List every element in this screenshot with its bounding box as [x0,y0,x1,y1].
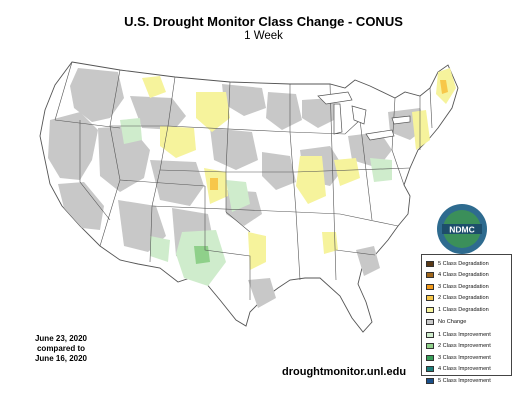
improvement-2-areas [194,246,210,264]
legend-swatch [426,366,434,373]
legend-label: 1 Class Improvement [438,331,491,338]
legend-label: 4 Class Degradation [438,272,489,279]
degradation-2-areas [210,80,448,190]
legend-label: 1 Class Degradation [438,306,489,313]
legend-label: 5 Class Degradation [438,260,489,267]
legend-label: 2 Class Improvement [438,343,491,350]
previous-date: June 16, 2020 [34,354,88,363]
legend-label: 4 Class Improvement [438,366,491,373]
legend-item: 5 Class Degradation [426,258,508,270]
legend-item: 4 Class Degradation [426,270,508,282]
legend-swatch [426,319,434,326]
ndmc-logo: NDMC [437,204,487,254]
legend-swatch [426,331,434,338]
legend-item: 1 Class Improvement [426,329,508,341]
legend-swatch [426,295,434,302]
legend-item: 2 Class Degradation [426,293,508,305]
map-title: U.S. Drought Monitor Class Change - CONU… [124,14,403,29]
legend-item: 4 Class Improvement [426,364,508,376]
legend-item: 2 Class Improvement [426,341,508,353]
legend-swatch [426,354,434,361]
legend-label: No Change [438,319,467,326]
legend-item: 5 Class Improvement [426,375,508,387]
legend-item: No Change [426,317,508,329]
compared-to-label: compared to [36,344,85,353]
legend-swatch [426,377,434,384]
legend-swatch [426,306,434,313]
legend-label: 3 Class Improvement [438,354,491,361]
legend-item: 1 Class Degradation [426,304,508,316]
map-subtitle: 1 Week [244,30,283,42]
ndmc-logo-text: NDMC [449,225,475,235]
legend-swatch [426,283,434,290]
date-comparison: June 23, 2020 compared to June 16, 2020 [18,334,104,364]
legend-item: 3 Class Degradation [426,281,508,293]
legend-label: 3 Class Degradation [438,283,489,290]
legend-label: 2 Class Degradation [438,295,489,302]
legend-swatch [426,272,434,279]
legend-swatch [426,260,434,267]
legend-item: 3 Class Improvement [426,352,508,364]
state-borders [54,61,433,300]
degradation-1-areas [142,68,456,270]
legend-swatch [426,343,434,350]
current-date: June 23, 2020 [34,334,88,343]
legend-label: 5 Class Improvement [438,377,491,384]
great-lakes [317,91,411,141]
legend: 5 Class Degradation 4 Class Degradation … [421,254,512,384]
source-url[interactable]: droughtmonitor.unl.edu [282,366,407,378]
